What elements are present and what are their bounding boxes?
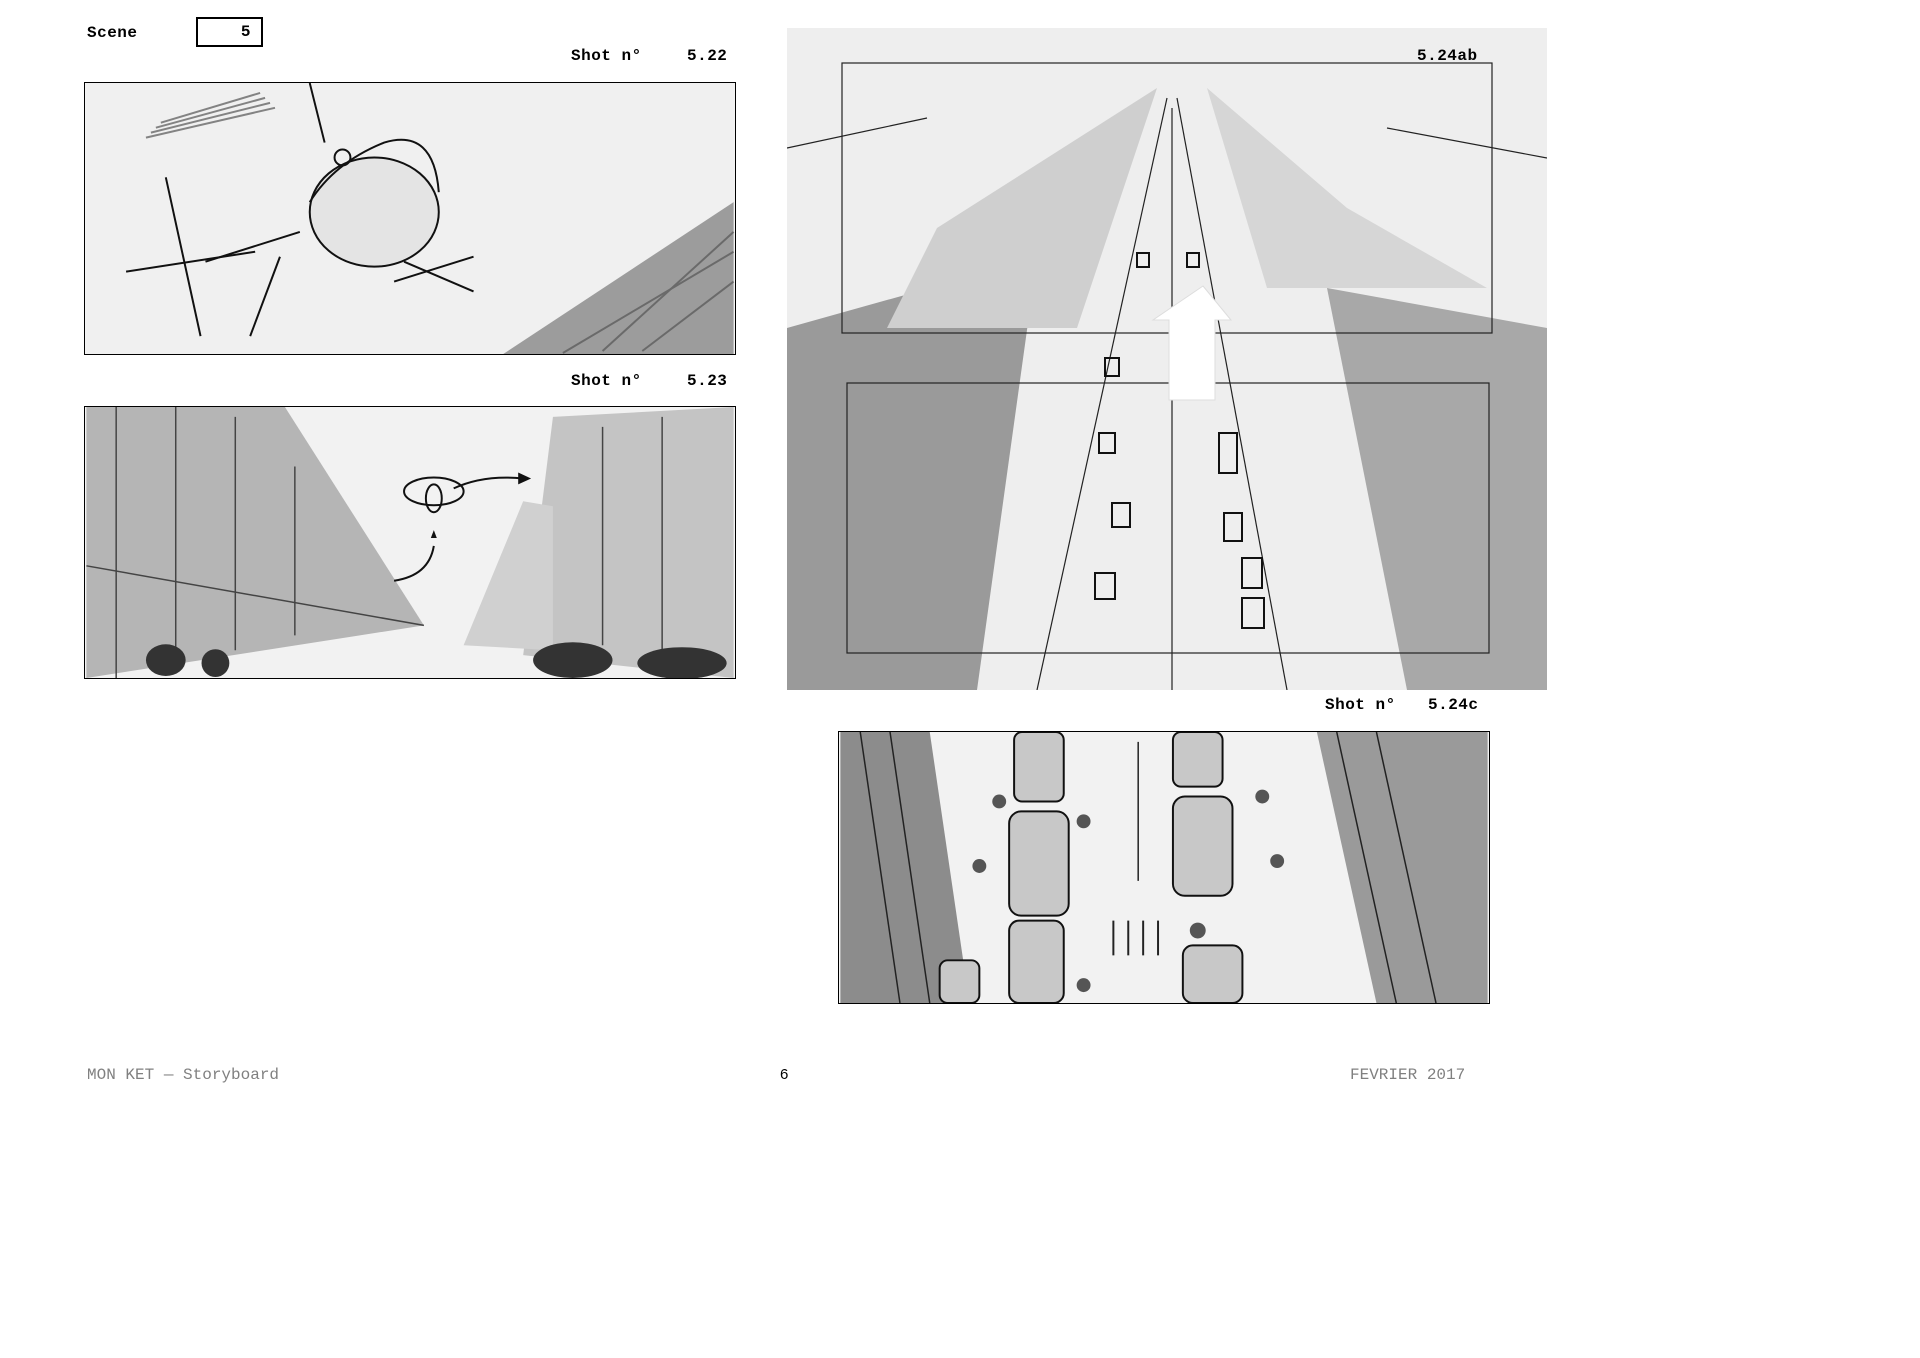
page-number: 6: [780, 1066, 789, 1083]
storyboard-panel-5-24c: [838, 731, 1490, 1004]
shot-label-prefix: Shot n°: [571, 372, 642, 390]
top-down-traffic-sketch-icon: [840, 732, 1488, 1003]
storyboard-panel-5-22: [84, 82, 736, 355]
shot-number: 5.24ab: [1417, 47, 1478, 65]
scene-label: Scene: [87, 24, 138, 42]
document-date: FEVRIER 2017: [1350, 1066, 1466, 1084]
storyboard-panel-5-23: [84, 406, 736, 679]
scene-number: 5: [240, 23, 251, 41]
shot-number: 5.23: [687, 372, 728, 390]
shot-number: 5.24c: [1428, 696, 1479, 714]
shot-label-prefix: Shot n°: [571, 47, 642, 65]
shot-number: 5.22: [687, 47, 728, 65]
scene-number-box: 5: [196, 17, 263, 47]
shot-label-prefix: Shot n°: [1325, 696, 1396, 714]
street-helicopter-sketch-icon: [86, 407, 734, 678]
helicopter-sketch-icon: [86, 83, 735, 354]
storyboard-panel-5-24ab: [787, 28, 1547, 690]
aerial-street-sketch-icon: [787, 28, 1547, 690]
document-title: MON KET — Storyboard: [87, 1066, 280, 1084]
